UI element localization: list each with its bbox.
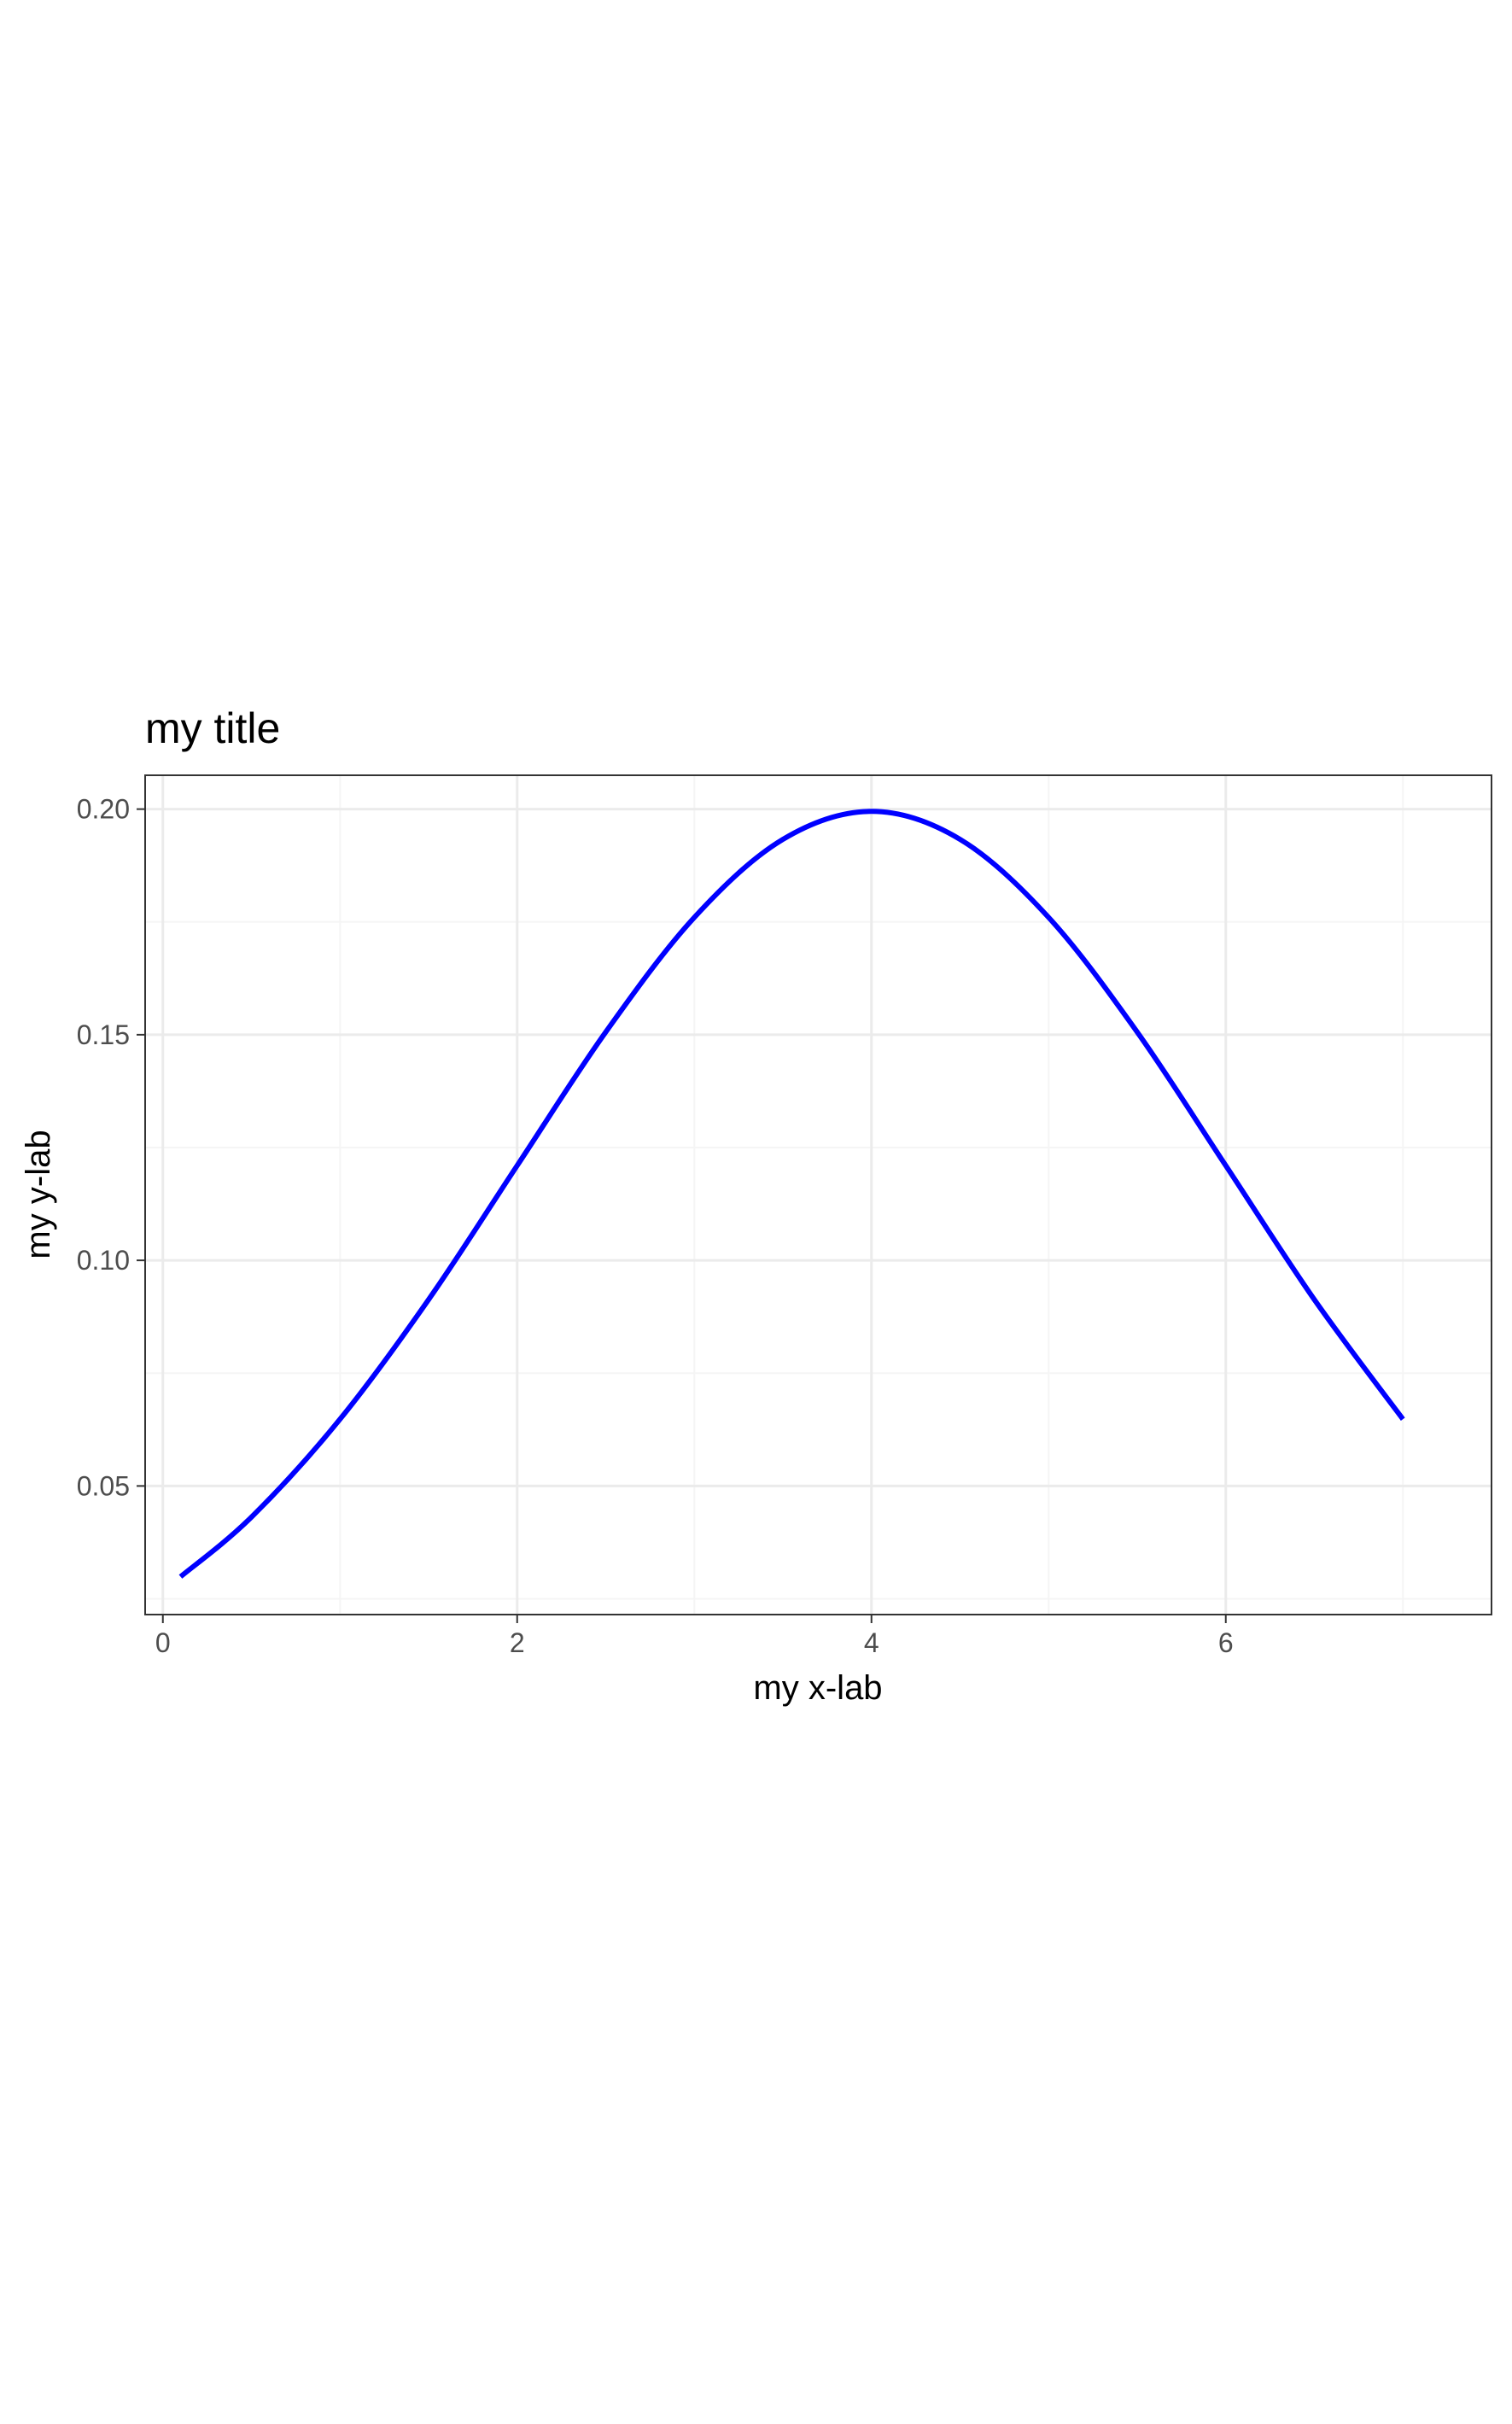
y-tick-label-0: 0.05 [77,1470,130,1501]
series-line-0 [178,809,1405,1579]
x-tick-label-0: 0 [155,1627,171,1658]
major-grid [145,775,1492,1615]
y-tick-label-2: 0.15 [77,1019,130,1050]
y-axis-title: my y-lab [20,1130,57,1259]
panel-border [144,774,1492,1615]
y-axis-ticks: 0.05 0.10 0.15 0.20 [77,794,145,1501]
minor-grid [145,775,1492,1615]
x-tick-label-1: 2 [510,1627,525,1658]
x-tick-label-3: 6 [1218,1627,1234,1658]
x-axis-ticks: 0 2 4 6 [155,1615,1234,1658]
x-axis-title: my x-lab [753,1669,882,1707]
chart-title: my title [145,704,280,752]
series-layer [178,809,1405,1579]
y-tick-label-3: 0.20 [77,794,130,825]
y-tick-label-1: 0.10 [77,1245,130,1276]
x-tick-label-2: 4 [864,1627,879,1658]
